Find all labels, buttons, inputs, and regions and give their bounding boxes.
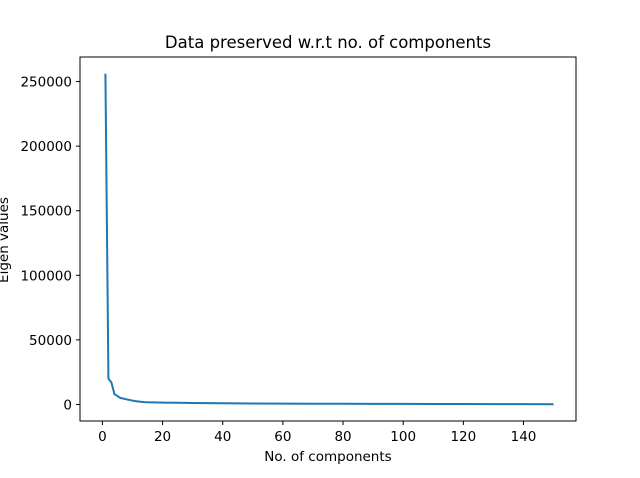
series-line-0 [104, 73, 554, 406]
y-axis-label: Eigen values [0, 197, 12, 283]
y-tick-label: 50000 [29, 333, 72, 349]
x-tick-label: 40 [214, 429, 231, 445]
plot-area [79, 56, 577, 422]
x-tick-label: 0 [98, 429, 107, 445]
plot-frame [79, 56, 577, 422]
y-tick-label: 150000 [20, 204, 72, 220]
x-tick-label: 60 [274, 429, 291, 445]
y-tick-label: 0 [63, 397, 72, 413]
x-tick-label: 140 [511, 429, 537, 445]
x-tick-label: 100 [390, 429, 416, 445]
chart-title: Data preserved w.r.t no. of components [165, 33, 491, 52]
y-tick-label: 200000 [20, 139, 72, 155]
y-axis: 0 50000 100000 150000 200000 250000 [20, 75, 80, 413]
x-tick-label: 80 [334, 429, 351, 445]
x-axis: 0 20 40 60 80 100 120 140 [98, 421, 536, 445]
x-tick-label: 20 [154, 429, 171, 445]
y-tick-label: 100000 [20, 268, 72, 284]
x-tick-label: 120 [450, 429, 476, 445]
y-tick-label: 250000 [20, 75, 72, 91]
x-axis-label: No. of components [264, 449, 391, 465]
